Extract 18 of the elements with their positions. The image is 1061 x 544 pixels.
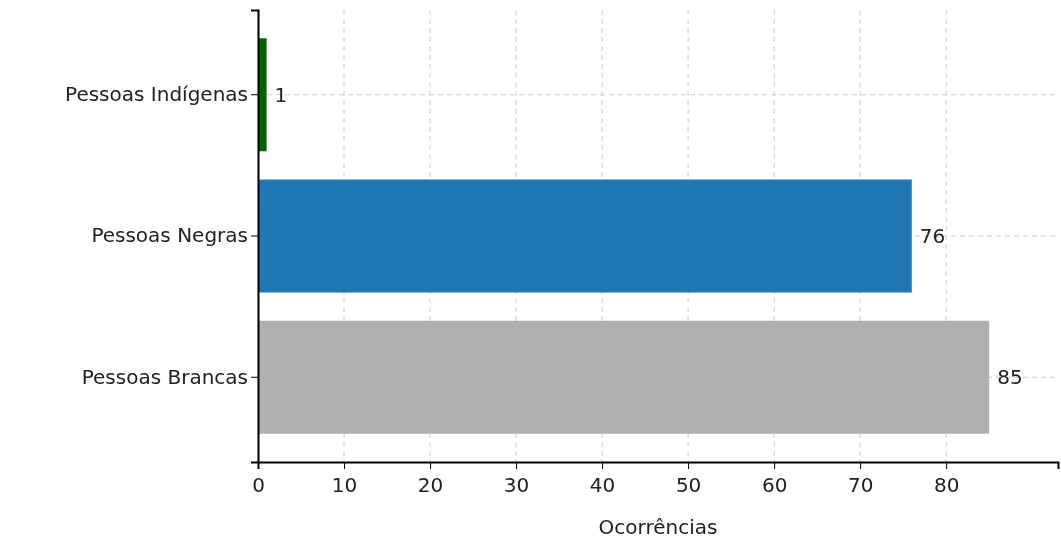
- x-tick-label: 50: [675, 473, 702, 497]
- x-tick-label: 20: [417, 473, 444, 497]
- x-tick-label: 30: [503, 473, 530, 497]
- x-tick-label: 70: [847, 473, 874, 497]
- bar: [258, 320, 990, 434]
- x-tick-label: 60: [761, 473, 788, 497]
- bar: [258, 179, 912, 293]
- data-label: 1: [274, 82, 288, 107]
- x-axis-title: Ocorrências: [598, 515, 718, 539]
- x-tick-label: 0: [252, 473, 265, 497]
- data-label: 76: [919, 224, 946, 248]
- data-label: 85: [997, 365, 1023, 390]
- y-tick-label: Pessoas Negras: [91, 223, 248, 248]
- x-tick-label: 80: [933, 473, 960, 497]
- x-tick-label: 40: [589, 473, 616, 497]
- x-tick-label: 10: [331, 473, 358, 497]
- y-tick-label: Pessoas Brancas: [81, 364, 248, 389]
- y-tick-label: Pessoas Indígenas: [65, 82, 248, 107]
